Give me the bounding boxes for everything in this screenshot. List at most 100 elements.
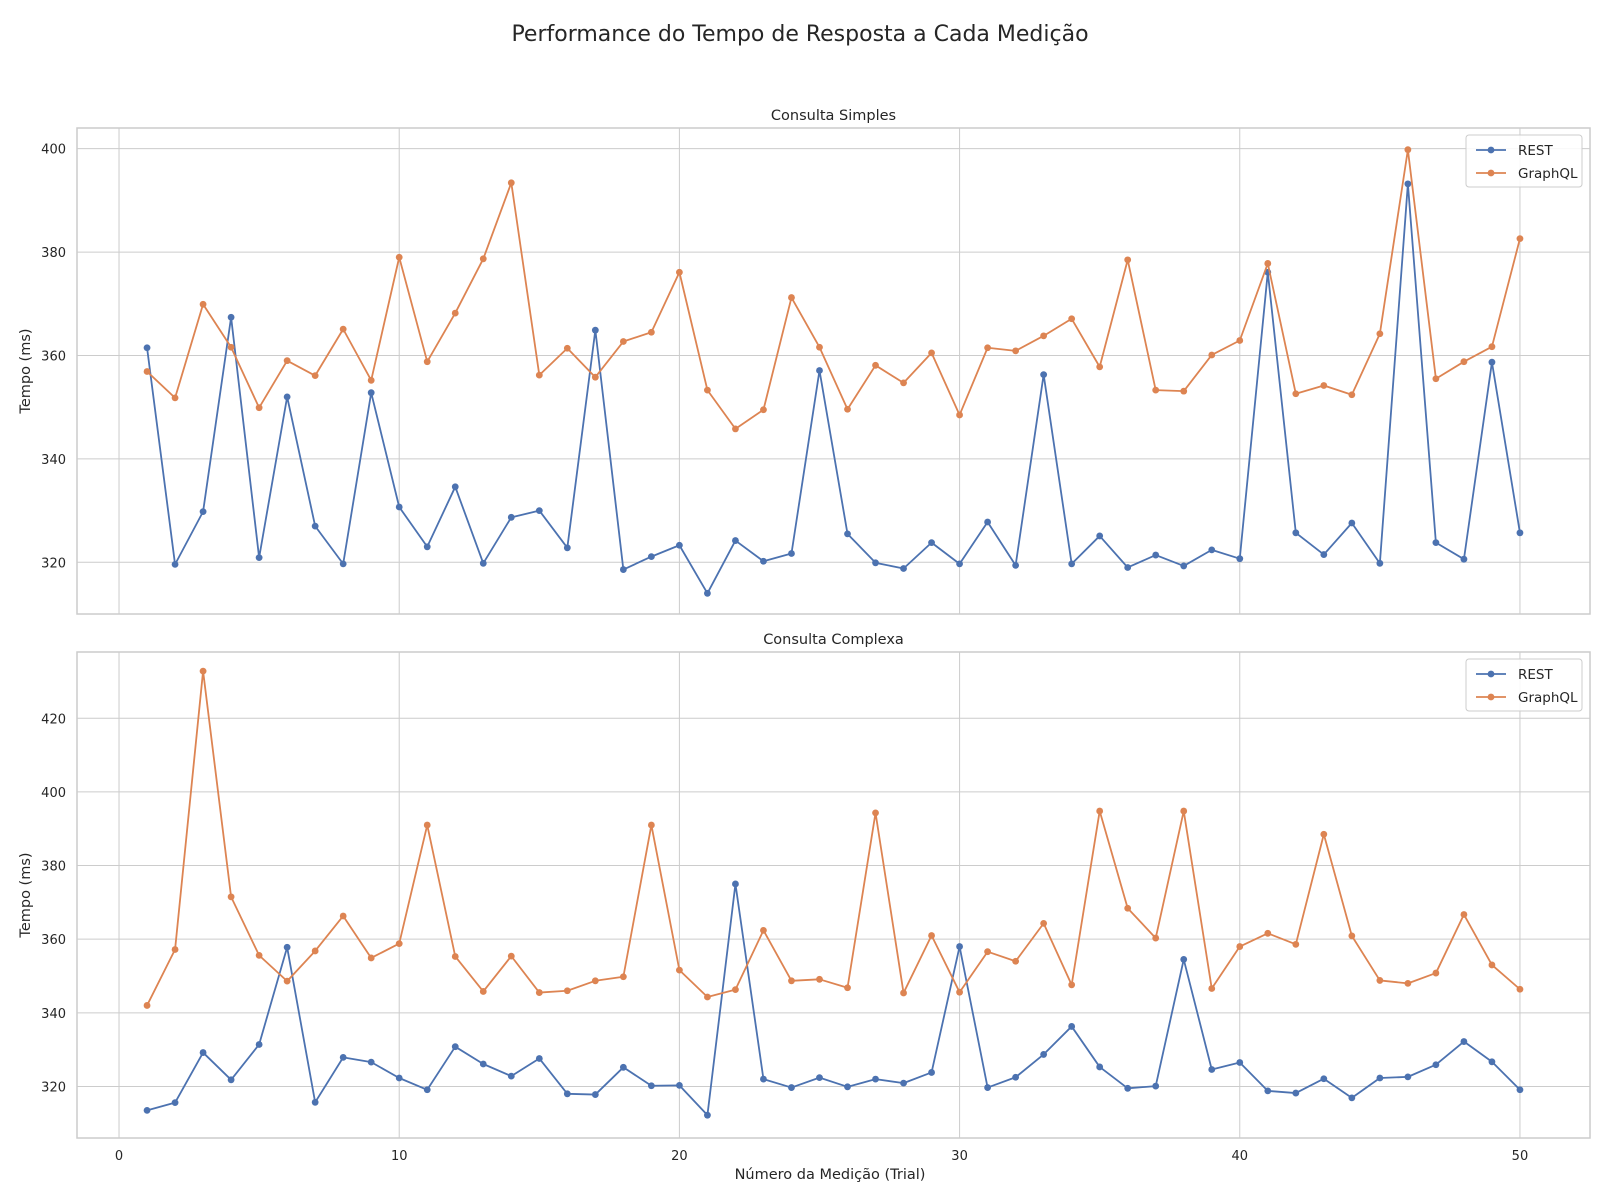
rest-data-point: [984, 518, 991, 526]
rest-series-line: [146, 883, 1521, 1117]
graphql-data-point: [255, 404, 263, 412]
y-axis-label: Tempo (ms): [18, 328, 34, 414]
rest-data-point: [1320, 1075, 1328, 1083]
rest-data-point: [535, 507, 543, 514]
rest-data-point: [507, 513, 515, 521]
rest-data-point: [1348, 1094, 1356, 1102]
legend-box: [1465, 658, 1583, 712]
figure-title: Performance do Tempo de Resposta a Cada …: [511, 22, 1088, 47]
graphql-data-point: [1376, 977, 1384, 984]
graphql-data-point: [1264, 260, 1272, 267]
graphql-data-point: [339, 325, 347, 333]
rest-data-point: [535, 1055, 543, 1062]
rest-data-point: [1460, 555, 1468, 563]
graphql-data-point: [1516, 235, 1524, 243]
graphql-data-point: [479, 988, 487, 995]
graphql-data-point: [423, 358, 431, 366]
rest-data-point: [1376, 559, 1384, 567]
graphql-data-point: [1208, 985, 1216, 992]
rest-data-point: [872, 1075, 879, 1083]
graphql-data-point: [732, 425, 739, 433]
x-tick-label: 0: [115, 1149, 123, 1164]
graphql-data-point: [199, 667, 207, 675]
rest-data-point: [1124, 564, 1132, 571]
graphql-data-point: [1152, 934, 1160, 942]
graphql-data-point: [1404, 146, 1412, 154]
graphql-data-point: [676, 966, 683, 974]
rest-data-point: [283, 943, 291, 951]
legend: REST GraphQL: [1465, 658, 1583, 712]
y-tick-label: 340: [41, 1007, 66, 1022]
graphql-data-point: [928, 349, 935, 357]
plot-frame: [76, 127, 1591, 615]
graphql-data-point: [1236, 943, 1244, 950]
graphql-data-point: [143, 1002, 151, 1009]
graphql-data-point: [143, 368, 151, 375]
rest-data-point: [339, 560, 347, 568]
rest-data-point: [1152, 551, 1160, 559]
y-tick-label: 320: [41, 556, 66, 571]
rest-data-point: [143, 1106, 151, 1114]
graphql-data-point: [1124, 256, 1132, 264]
legend: REST GraphQL: [1465, 134, 1583, 188]
graphql-data-point: [1516, 985, 1524, 993]
rest-data-point: [844, 530, 851, 538]
y-tick-label: 400: [41, 786, 66, 801]
graphql-data-point: [171, 394, 179, 402]
rest-data-point: [255, 1041, 263, 1048]
graphql-data-point: [704, 993, 711, 1001]
rest-data-point: [1292, 1089, 1300, 1097]
rest-data-point: [395, 503, 403, 511]
rest-data-point: [760, 1075, 767, 1083]
graphql-data-point: [1404, 979, 1412, 987]
graphql-data-point: [928, 932, 935, 939]
rest-data-point: [1320, 551, 1328, 558]
graphql-data-point: [255, 951, 263, 959]
x-tick-label: 30: [951, 1149, 968, 1164]
graphql-data-point: [1040, 919, 1048, 927]
rest-data-point: [1488, 358, 1496, 366]
rest-data-point: [227, 313, 235, 321]
graphql-data-point: [283, 977, 291, 985]
rest-data-point: [367, 389, 375, 397]
y-tick-label: 380: [41, 246, 66, 261]
graphql-data-point: [591, 977, 599, 985]
rest-data-point: [1292, 529, 1300, 537]
rest-data-point: [1096, 532, 1104, 540]
rest-legend-label: REST: [1518, 667, 1553, 683]
rest-data-point: [1208, 1066, 1216, 1073]
rest-data-point: [311, 522, 319, 530]
subplot-title: Consulta Complexa: [763, 632, 904, 648]
graphql-data-point: [732, 986, 739, 994]
rest-data-point: [647, 553, 655, 561]
rest-data-point: [591, 1091, 599, 1098]
rest-data-point: [1376, 1074, 1384, 1082]
graphql-data-point: [844, 405, 851, 413]
graphql-data-point: [844, 984, 851, 992]
y-tick-label: 360: [41, 349, 66, 364]
graphql-data-point: [507, 179, 515, 187]
graphql-data-point: [760, 406, 767, 414]
rest-data-point: [591, 326, 599, 334]
graphql-data-point: [451, 953, 459, 960]
graphql-data-point: [984, 344, 991, 352]
rest-data-point: [1040, 1051, 1048, 1058]
rest-data-point: [619, 566, 627, 573]
rest-data-point: [451, 1043, 459, 1051]
rest-data-point: [900, 1079, 907, 1087]
rest-data-point: [479, 1060, 487, 1068]
graphql-data-point: [956, 411, 963, 419]
x-tick-label: 50: [1512, 1149, 1529, 1164]
graphql-data-point: [1460, 358, 1468, 366]
rest-legend-marker: [1487, 146, 1495, 154]
x-tick-label: 10: [391, 1149, 408, 1164]
rest-data-point: [788, 550, 795, 557]
graphql-data-point: [395, 940, 403, 947]
graphql-data-point: [591, 373, 599, 381]
graphql-data-point: [311, 947, 319, 955]
graphql-data-point: [535, 371, 543, 379]
rest-data-point: [1012, 1073, 1020, 1081]
y-tick-label: 380: [41, 860, 66, 875]
